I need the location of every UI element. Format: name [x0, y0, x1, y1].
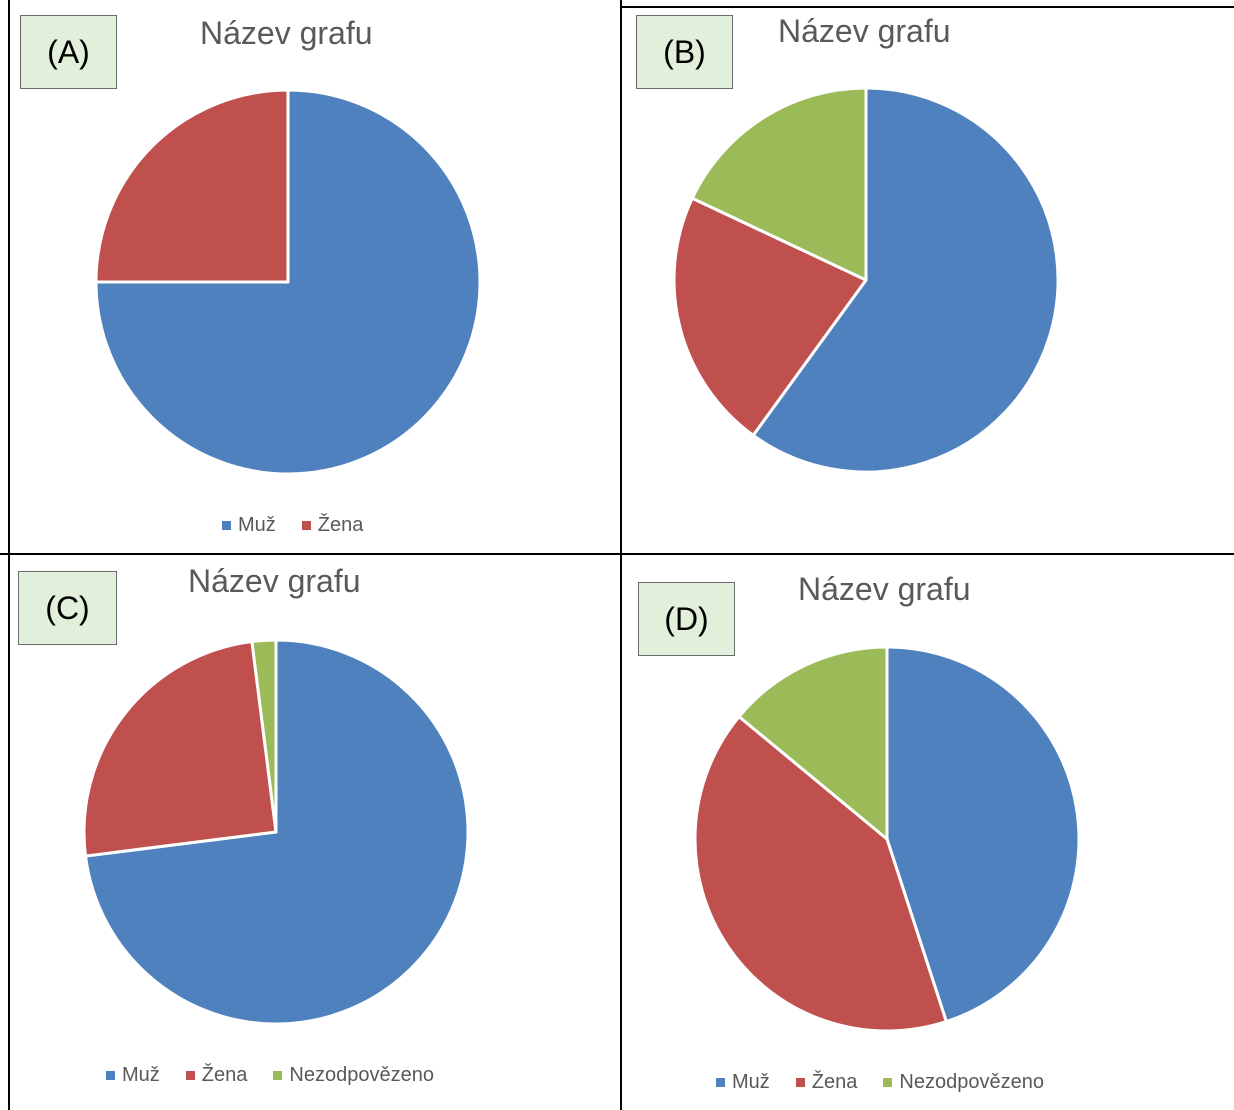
legend-item-muz: Muž	[106, 1064, 160, 1087]
legend-label: Muž	[238, 514, 276, 536]
chart-title: Název grafu	[778, 13, 951, 49]
pie-slice-muz	[885, 645, 1081, 1024]
grid-line-center-vertical	[620, 0, 622, 1110]
legend-label: Žena	[317, 514, 364, 536]
pie-chart-a	[94, 88, 482, 476]
pie-slice-muz	[94, 88, 482, 476]
panel-label: (C)	[18, 571, 117, 645]
legend-swatch-zena	[185, 1071, 195, 1080]
legend-swatch-muz	[222, 521, 231, 530]
legend-swatch-zena	[795, 1078, 805, 1087]
legend-label: Žena	[201, 1064, 248, 1086]
grid-line-left	[8, 0, 10, 1110]
legend-swatch-muz	[106, 1071, 115, 1080]
legend-swatch-nezodpovezeno	[883, 1078, 893, 1087]
legend-item-nezodpovezeno: Nezodpovězeno	[883, 1071, 1044, 1094]
legend-label: Nezodpovězeno	[289, 1064, 434, 1086]
pie-chart-b	[672, 86, 1060, 474]
pie-slice-nezodpovezeno	[250, 638, 278, 834]
grid-line-middle-horizontal	[0, 553, 1234, 555]
chart-title: Název grafu	[798, 571, 971, 607]
legend-item-muz: Muž	[716, 1071, 770, 1094]
chart-panel-d: Název grafu (D) Muž Žena Nezodpovězeno	[622, 555, 1234, 1110]
pie-slice-zena	[94, 88, 290, 284]
chart-title: Název grafu	[188, 563, 361, 599]
pie-chart-d	[693, 645, 1081, 1033]
legend-swatch-muz	[716, 1078, 725, 1087]
legend-item-zena: Žena	[795, 1071, 858, 1094]
legend: Muž Žena Nezodpovězeno	[716, 1071, 1044, 1094]
chart-title: Název grafu	[200, 15, 373, 51]
legend-item-muz: Muž	[222, 514, 276, 537]
legend-swatch-zena	[301, 521, 311, 530]
legend-item-nezodpovezeno: Nezodpovězeno	[273, 1064, 434, 1087]
chart-panel-a: Název grafu (A) Muž Žena	[0, 0, 620, 553]
pie-chart-c	[82, 638, 470, 1026]
legend-swatch-nezodpovezeno	[273, 1071, 283, 1080]
pie-slice-zena	[693, 715, 948, 1033]
panel-label: (A)	[20, 15, 117, 89]
pie-slice-nezodpovezeno	[737, 645, 889, 841]
pie-slice-nezodpovezeno	[690, 86, 868, 282]
panel-label: (D)	[638, 582, 735, 656]
legend-label: Žena	[811, 1071, 858, 1093]
legend: Muž Žena Nezodpovězeno	[106, 1064, 434, 1087]
legend-label: Muž	[122, 1064, 160, 1086]
pie-slice-zena	[82, 640, 278, 858]
legend-item-zena: Žena	[185, 1064, 248, 1087]
panel-label: (B)	[636, 15, 733, 89]
legend-item-zena: Žena	[301, 514, 364, 537]
legend-label: Muž	[732, 1071, 770, 1093]
legend-label: Nezodpovězeno	[899, 1071, 1044, 1093]
chart-panel-b: Název grafu (B)	[622, 0, 1234, 553]
grid-line-top-right	[620, 6, 1234, 8]
legend: Muž Žena	[222, 514, 363, 537]
chart-panel-c: Název grafu (C) Muž Žena Nezodpovězeno	[0, 555, 620, 1110]
pie-slice-muz	[751, 86, 1060, 474]
